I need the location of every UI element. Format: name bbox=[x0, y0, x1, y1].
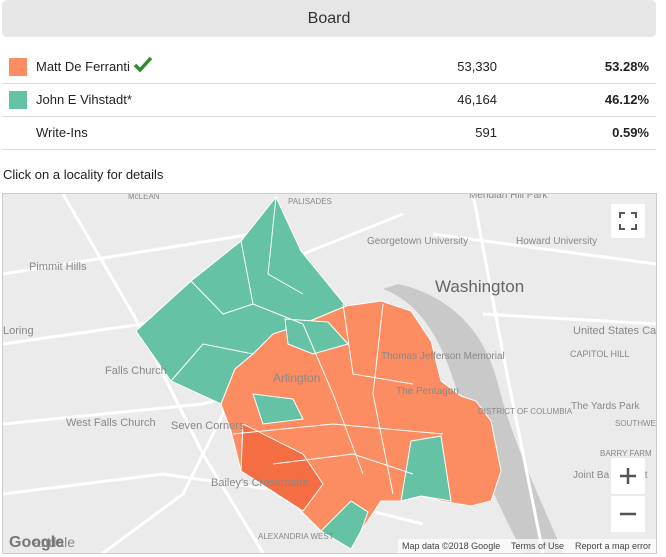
precinct[interactable] bbox=[320, 500, 369, 550]
votes: 53,330 bbox=[457, 59, 497, 74]
map-label: Pimmit Hills bbox=[29, 261, 87, 273]
result-row: Matt De Ferranti 53,330 53.28% bbox=[2, 50, 656, 84]
result-row: John E Vihstadt* 46,164 46.12% bbox=[2, 83, 656, 117]
swatch bbox=[9, 91, 27, 109]
map-label: West Falls Church bbox=[66, 417, 156, 429]
header-title: Board bbox=[2, 0, 656, 37]
precinct[interactable] bbox=[400, 435, 452, 502]
map-label: andale bbox=[33, 534, 75, 550]
percent: 0.59% bbox=[612, 125, 649, 140]
precinct[interactable] bbox=[284, 318, 349, 355]
map-label: The Yards Park bbox=[571, 401, 641, 412]
map-label: Falls Church bbox=[105, 365, 167, 377]
map-label: CAPITOL HILL bbox=[570, 349, 630, 359]
map-label: Georgetown University bbox=[367, 236, 468, 247]
map-label: Loring bbox=[3, 325, 34, 337]
report[interactable]: Report a map error bbox=[575, 541, 651, 551]
precincts[interactable] bbox=[135, 196, 502, 550]
percent: 46.12% bbox=[604, 92, 649, 107]
footer-bg bbox=[398, 539, 656, 553]
precinct[interactable] bbox=[240, 423, 324, 512]
map-label: ALEXANDRIA WEST bbox=[258, 532, 334, 541]
zoom-out[interactable] bbox=[611, 496, 645, 532]
precinct[interactable] bbox=[252, 393, 304, 425]
votes: 46,164 bbox=[457, 92, 497, 107]
map-label: Howard University bbox=[516, 236, 597, 247]
map-data: Map data ©2018 Google bbox=[402, 541, 500, 551]
map[interactable]: McLEAN PALISADES Meridian Hill Park Georget… bbox=[2, 193, 657, 554]
map-label: PALISADES bbox=[288, 197, 332, 206]
map-label: Thomas Jefferson Memorial bbox=[381, 351, 505, 362]
map-label: DISTRICT OF COLUMBIA bbox=[478, 407, 573, 416]
map-labels: McLEAN PALISADES Meridian Hill Park Georget… bbox=[3, 193, 657, 550]
map-label: Joint Ba Anacost bbox=[573, 470, 648, 481]
terms[interactable]: Terms of Use bbox=[511, 541, 564, 551]
map-label: McLEAN bbox=[128, 193, 160, 201]
winner-check bbox=[133, 56, 153, 73]
map-label: BARRY FARM bbox=[600, 449, 652, 458]
candidate-name: Matt De Ferranti bbox=[36, 59, 130, 74]
google-logo: Google bbox=[9, 534, 64, 551]
map-label: SOUTHWEST bbox=[615, 419, 657, 428]
result-row: Write-Ins 591 0.59% bbox=[2, 116, 656, 150]
check bbox=[133, 56, 153, 73]
map-label: United States Ca bbox=[573, 325, 657, 337]
candidate-name: John E Vihstadt* bbox=[36, 92, 132, 107]
candidate-name: Write-Ins bbox=[36, 125, 88, 140]
zoom-in[interactable] bbox=[611, 458, 645, 494]
swatch bbox=[9, 58, 27, 76]
map-label: Seven Corners bbox=[171, 420, 245, 432]
map-label: Bailey's Crossroads bbox=[211, 477, 308, 489]
map-label: Meridian Hill Park bbox=[469, 193, 548, 201]
instruction: Click on a locality for details bbox=[3, 167, 164, 182]
map-label: The Pentagon bbox=[396, 386, 459, 397]
votes: 591 bbox=[475, 125, 497, 140]
percent: 53.28% bbox=[604, 59, 649, 74]
fullscreen-button[interactable] bbox=[611, 204, 645, 238]
map-label: Washington bbox=[435, 277, 524, 296]
map-label: Arlington bbox=[273, 371, 320, 385]
